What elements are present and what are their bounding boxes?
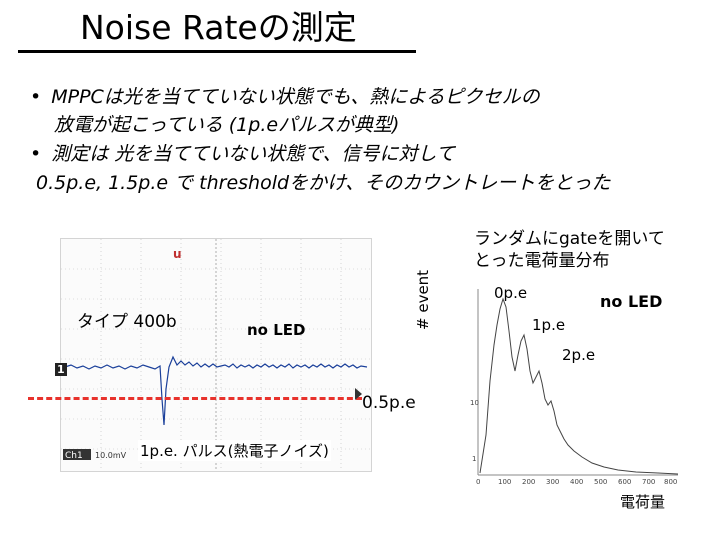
threshold-arrow-icon (355, 388, 362, 400)
peak-label-1pe: 1p.e (532, 316, 566, 334)
histogram-y-ticks: 10 1 (470, 399, 479, 463)
histogram-svg: 0 100 200 300 400 500 600 700 800 10 1 (470, 289, 679, 486)
oscilloscope-grid (61, 239, 371, 471)
x-tick-800: 800 (664, 478, 677, 486)
bullet-marker: • (30, 143, 42, 165)
x-tick-0: 0 (476, 478, 480, 486)
histogram-no-led-label: no LED (600, 292, 663, 311)
y-tick-1: 1 (472, 455, 476, 463)
oscilloscope-display: Ch1 10.0mV (61, 239, 371, 471)
title-underline (18, 50, 416, 53)
x-tick-200: 200 (522, 478, 535, 486)
annotation-line-2: とった電荷量分布 (474, 251, 610, 271)
channel-label: Ch1 (65, 451, 83, 461)
annotation-line-1: ランダムにgateを開いて (474, 229, 665, 249)
bullet-marker: • (30, 86, 42, 108)
signal-trace (64, 355, 368, 426)
threshold-line (28, 397, 362, 400)
bullet-2-line-2: 0.5p.e, 1.5p.e で thresholdをかけ、そのカウントレートを… (36, 172, 611, 194)
charge-distribution-curve (479, 297, 679, 475)
histogram-ylabel: # event (414, 269, 432, 330)
bullet-1-line-1: • MPPCは光を当てていない状態でも、熱によるピクセルの (30, 86, 540, 108)
scope-no-led-label: no LED (247, 321, 306, 339)
x-tick-700: 700 (642, 478, 655, 486)
bullet-2-line-1: • 測定は 光を当てていない状態で、信号に対して (30, 143, 455, 165)
y-tick-10: 10 (470, 399, 479, 407)
peak-label-2pe: 2p.e (562, 346, 596, 364)
trigger-marker: u (173, 247, 182, 261)
histogram-annotation: ランダムにgateを開いて とった電荷量分布 (474, 228, 665, 272)
slide-title: Noise Rateの測定 (80, 8, 357, 47)
x-tick-500: 500 (594, 478, 607, 486)
oscilloscope-screenshot: Ch1 10.0mV u 1 タイプ 400b no LED (55, 238, 372, 472)
peak-label-0pe: 0p.e (494, 284, 528, 302)
histogram-xlabel: 電荷量 (620, 493, 666, 511)
type-label: タイプ 400b (77, 312, 177, 332)
channel-marker: 1 (55, 363, 67, 376)
pulse-label: 1p.e. パルス(熱電子ノイズ) (138, 440, 331, 461)
threshold-label: 0.5p.e (362, 393, 416, 413)
x-tick-300: 300 (546, 478, 559, 486)
histogram-x-ticks: 0 100 200 300 400 500 600 700 800 (476, 478, 677, 486)
x-tick-600: 600 (618, 478, 631, 486)
histogram-plot: 0 100 200 300 400 500 600 700 800 10 1 (470, 285, 682, 495)
x-tick-100: 100 (498, 478, 511, 486)
x-tick-400: 400 (570, 478, 583, 486)
bullet-1-line-2: 放電が起こっている (1p.eパルスが典型) (54, 114, 400, 136)
scale-readout: 10.0mV (95, 451, 127, 460)
